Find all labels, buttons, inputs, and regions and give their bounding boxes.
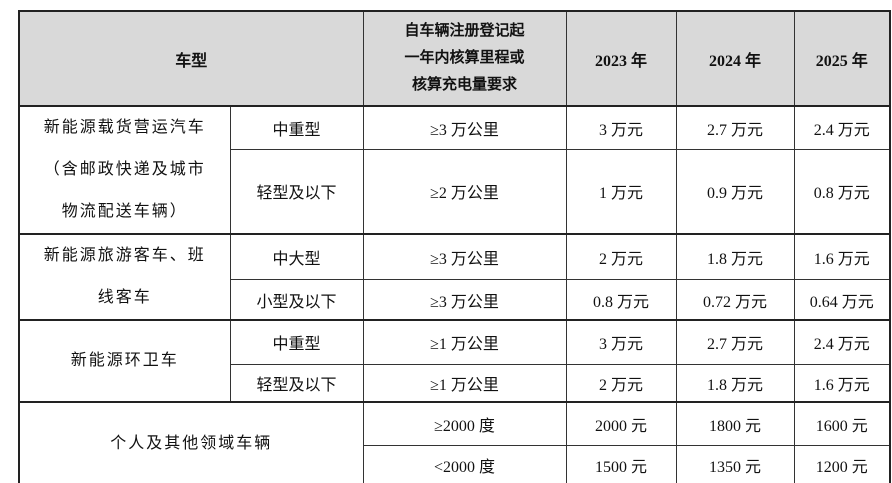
value-2023-cell: 1 万元 bbox=[565, 148, 677, 235]
value-2023-cell: 0.8 万元 bbox=[565, 279, 677, 321]
category-label: 新能源环卫车 bbox=[70, 352, 179, 369]
requirement-cell: <2000 度 bbox=[362, 444, 567, 483]
requirement-header-cell: 自车辆注册登记起一年内核算里程或核算充电量要求 bbox=[362, 10, 567, 107]
subtype-cell: 小型及以下 bbox=[229, 279, 364, 321]
value-2025-cell: 1600 元 bbox=[793, 401, 891, 446]
subtype-cell: 轻型及以下 bbox=[229, 148, 364, 235]
requirement-cell: ≥2 万公里 bbox=[362, 148, 567, 235]
value-2024-cell: 0.9 万元 bbox=[675, 148, 795, 235]
table-row: <2000 度 1500 元 1350 元 1200 元 bbox=[19, 444, 891, 483]
value-2024-cell: 1.8 万元 bbox=[675, 363, 795, 403]
vehicle-type-header-cell: 车型 bbox=[18, 10, 364, 107]
table-row: 新能源载货营运汽车（含邮政快递及城市物流配送车辆） 中重型 ≥3 万公里 3 万… bbox=[18, 104, 891, 235]
subtype-cell: 轻型及以下 bbox=[229, 363, 364, 403]
subtype-cell: 中重型 bbox=[229, 104, 364, 150]
year-2025-header-label: 2025 年 bbox=[815, 52, 868, 70]
vehicle-type-header-label: 车型 bbox=[175, 52, 208, 70]
table-row: 轻型及以下 ≥2 万公里 1 万元 0.9 万元 0.8 万元 bbox=[19, 148, 891, 235]
year-2024-header-label: 2024 年 bbox=[709, 52, 762, 70]
category-cell: 新能源旅游客车、班线客车 bbox=[18, 233, 231, 321]
requirement-cell: ≥3 万公里 bbox=[362, 279, 567, 321]
year-2023-header-cell: 2023 年 bbox=[565, 10, 677, 107]
table-row: 轻型及以下 ≥1 万公里 2 万元 1.8 万元 1.6 万元 bbox=[19, 363, 891, 403]
value-2024-cell: 2.7 万元 bbox=[675, 319, 795, 365]
subtype-cell: 中大型 bbox=[229, 233, 364, 281]
table-row: 个人及其他领域车辆 ≥2000 度 2000 元 1800 元 1600 元 bbox=[18, 401, 891, 483]
value-2023-cell: 3 万元 bbox=[565, 104, 677, 150]
value-2024-cell: 0.72 万元 bbox=[675, 279, 795, 321]
subsidy-standards-table: 车型 自车辆注册登记起一年内核算里程或核算充电量要求 2023 年 2024 年… bbox=[18, 10, 892, 483]
category-label: 新能源旅游客车、班线客车 bbox=[43, 247, 206, 306]
value-2024-cell: 2.7 万元 bbox=[675, 104, 795, 150]
header-row: 车型 自车辆注册登记起一年内核算里程或核算充电量要求 2023 年 2024 年… bbox=[18, 10, 891, 107]
year-2025-header-cell: 2025 年 bbox=[793, 10, 891, 107]
value-2025-cell: 2.4 万元 bbox=[793, 319, 891, 365]
year-2023-header-label: 2023 年 bbox=[595, 52, 648, 70]
category-cell: 新能源环卫车 bbox=[18, 319, 231, 403]
requirement-cell: ≥1 万公里 bbox=[362, 363, 567, 403]
category-cell: 新能源载货营运汽车（含邮政快递及城市物流配送车辆） bbox=[18, 105, 231, 235]
table-row: 新能源旅游客车、班线客车 中大型 ≥3 万公里 2 万元 1.8 万元 1.6 … bbox=[18, 233, 891, 321]
table-row: 新能源环卫车 中重型 ≥1 万公里 3 万元 2.7 万元 2.4 万元 bbox=[18, 319, 891, 403]
value-2025-cell: 1200 元 bbox=[793, 444, 891, 483]
requirement-cell: ≥2000 度 bbox=[362, 401, 567, 446]
value-2025-cell: 2.4 万元 bbox=[793, 104, 891, 150]
value-2023-cell: 3 万元 bbox=[565, 319, 677, 365]
table-row: 小型及以下 ≥3 万公里 0.8 万元 0.72 万元 0.64 万元 bbox=[19, 279, 891, 321]
year-2024-header-cell: 2024 年 bbox=[675, 10, 795, 107]
value-2023-cell: 2 万元 bbox=[565, 363, 677, 403]
value-2023-cell: 2 万元 bbox=[565, 233, 677, 281]
value-2024-cell: 1350 元 bbox=[675, 444, 795, 483]
requirement-header-label: 自车辆注册登记起一年内核算里程或核算充电量要求 bbox=[404, 23, 525, 93]
value-2025-cell: 0.8 万元 bbox=[793, 148, 891, 235]
value-2024-cell: 1.8 万元 bbox=[675, 233, 795, 281]
value-2024-cell: 1800 元 bbox=[675, 401, 795, 446]
category-label: 新能源载货营运汽车（含邮政快递及城市物流配送车辆） bbox=[43, 119, 206, 220]
requirement-cell: ≥3 万公里 bbox=[362, 104, 567, 150]
requirement-cell: ≥3 万公里 bbox=[362, 233, 567, 281]
category-cell: 个人及其他领域车辆 bbox=[18, 401, 364, 483]
value-2025-cell: 1.6 万元 bbox=[793, 363, 891, 403]
subtype-cell: 中重型 bbox=[229, 319, 364, 365]
value-2023-cell: 1500 元 bbox=[565, 444, 677, 483]
value-2025-cell: 1.6 万元 bbox=[793, 233, 891, 281]
requirement-cell: ≥1 万公里 bbox=[362, 319, 567, 365]
value-2025-cell: 0.64 万元 bbox=[793, 279, 891, 321]
value-2023-cell: 2000 元 bbox=[565, 401, 677, 446]
